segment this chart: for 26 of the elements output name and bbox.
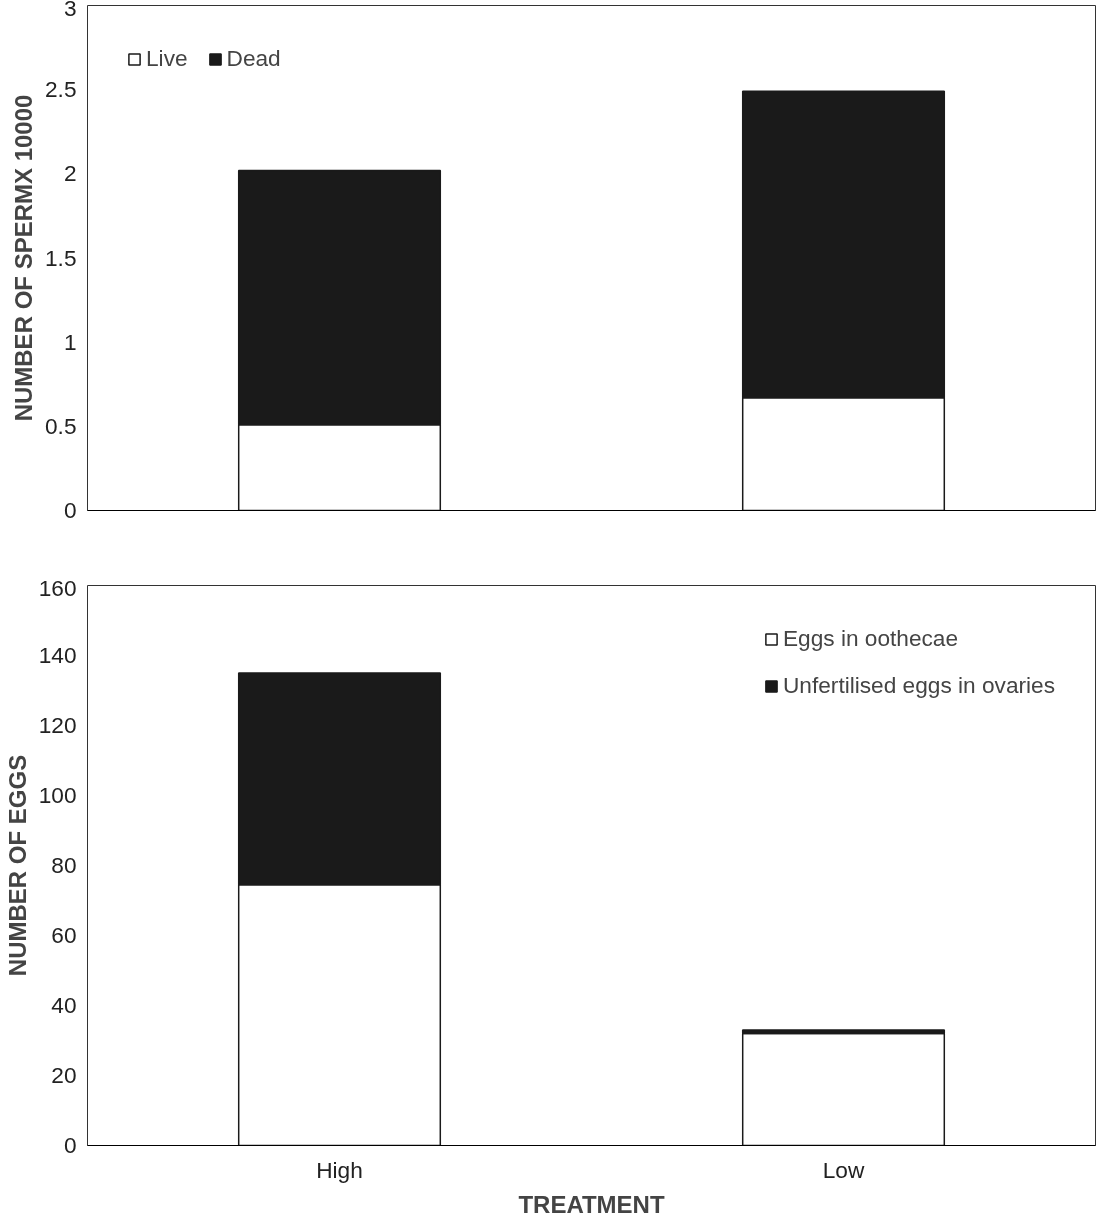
y-tick-label: 20 xyxy=(51,1062,77,1088)
legend-label: Dead xyxy=(226,45,281,72)
y-tick-label: 1.5 xyxy=(45,244,77,271)
y-tick-label: 3 xyxy=(63,0,77,21)
y-tick-label: 160 xyxy=(38,574,77,601)
x-axis-title: TREATMENT xyxy=(518,1190,665,1218)
y-axis-title: NUMBER OF SPERMX 10000 xyxy=(10,94,37,422)
bar xyxy=(741,1032,946,1146)
x-tick-label: Low xyxy=(822,1156,865,1183)
y-tick-label: 120 xyxy=(38,712,77,738)
legend-label: Eggs in oothecae xyxy=(782,625,959,652)
legend-label: Live xyxy=(146,45,188,72)
y-tick-label: 0.5 xyxy=(45,412,77,439)
y-tick-label: 2.5 xyxy=(45,76,77,103)
y-tick-label: 0 xyxy=(63,1132,77,1158)
y-tick-label: 60 xyxy=(51,922,77,948)
x-tick-label: High xyxy=(316,1156,363,1183)
y-axis-title: NUMBER OF EGGS xyxy=(3,754,31,977)
y-tick-label: 140 xyxy=(38,642,77,668)
y-tick-label: 2 xyxy=(63,160,77,187)
y-tick-label: 1 xyxy=(63,328,77,355)
y-tick-label: 100 xyxy=(38,782,77,808)
y-tick-label: 0 xyxy=(63,497,77,523)
legend-label: Unfertilised eggs in ovaries xyxy=(782,672,1055,699)
y-tick-label: 80 xyxy=(51,852,77,878)
y-tick-label: 40 xyxy=(51,992,77,1018)
